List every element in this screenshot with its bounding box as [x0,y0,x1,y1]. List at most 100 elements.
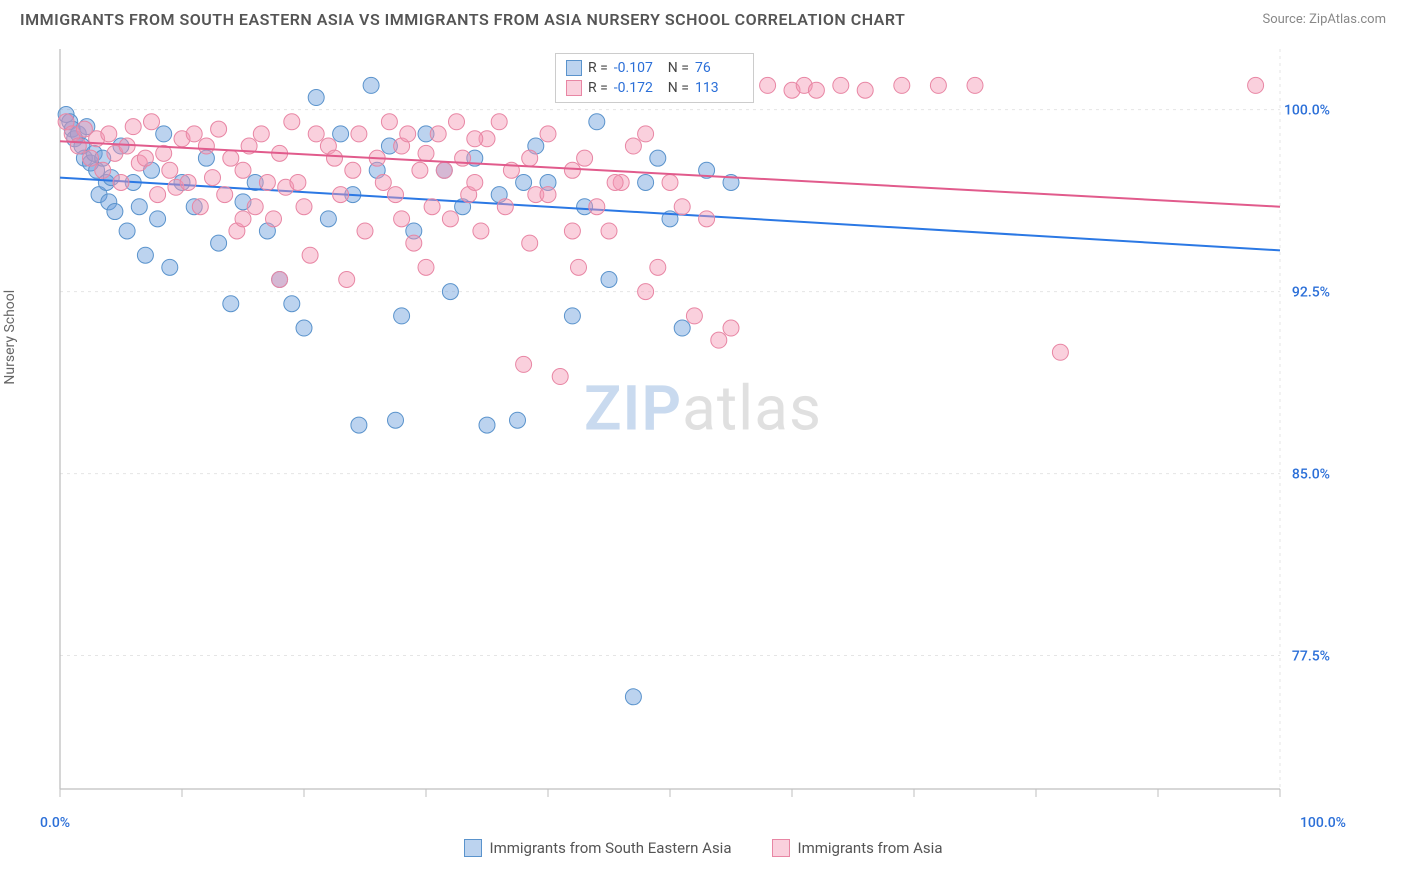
sea-point [363,77,379,93]
asia-point [70,138,86,154]
asia-point [125,119,141,135]
asia-point [589,199,605,215]
header: IMMIGRANTS FROM SOUTH EASTERN ASIA VS IM… [0,0,1406,29]
y-axis-label: Nursery School [2,290,18,385]
sea-point [516,174,532,190]
sea-point [137,247,153,263]
sea-point [388,412,404,428]
asia-point [302,247,318,263]
asia-point [247,199,263,215]
asia-point [137,150,153,166]
asia-point [540,126,556,142]
asia-point [711,332,727,348]
sea-point [131,199,147,215]
sea-point [674,320,690,336]
correlation-stats-box: R =-0.107N =76R =-0.172N =113 [555,53,754,103]
asia-point [217,187,233,203]
stat-r-label: R = [588,80,608,96]
legend-label: Immigrants from Asia [798,839,943,857]
sea-point [156,126,172,142]
stat-r-value: -0.172 [614,80,662,96]
legend-item-sea: Immigrants from South Eastern Asia [464,839,732,857]
sea-point [564,308,580,324]
asia-point [400,126,416,142]
stat-n-label: N = [668,80,689,96]
sea-legend-swatch-icon [464,839,482,857]
legend-label: Immigrants from South Eastern Asia [490,839,732,857]
asia-point [430,126,446,142]
asia-point [284,114,300,130]
asia-point [327,150,343,166]
asia-point [436,162,452,178]
asia-point [607,174,623,190]
asia-point [253,126,269,142]
asia-point [601,223,617,239]
svg-text:77.5%: 77.5% [1292,649,1330,665]
sea-point [625,689,641,705]
sea-point [394,308,410,324]
sea-swatch-icon [566,60,582,76]
asia-point [516,356,532,372]
asia-point [894,77,910,93]
asia-point [388,187,404,203]
asia-point [412,162,428,178]
sea-point [333,126,349,142]
sea-point [211,235,227,251]
asia-point [357,223,373,239]
asia-point [808,82,824,98]
asia-point [205,170,221,186]
source-label: Source: ZipAtlas.com [1262,12,1386,27]
asia-point [699,211,715,227]
asia-point [345,162,361,178]
svg-text:85.0%: 85.0% [1292,467,1330,483]
asia-point [192,199,208,215]
asia-point [638,126,654,142]
asia-point [144,114,160,130]
stat-row-sea: R =-0.107N =76 [566,58,743,78]
sea-point [351,417,367,433]
asia-point [674,199,690,215]
asia-point [662,174,678,190]
asia-point [290,174,306,190]
sea-point [296,320,312,336]
asia-point [266,211,282,227]
asia-point [442,211,458,227]
legend-item-asia: Immigrants from Asia [772,839,943,857]
asia-point [857,82,873,98]
asia-point [577,150,593,166]
asia-point [113,174,129,190]
sea-point [308,90,324,106]
asia-point [686,308,702,324]
asia-point [638,284,654,300]
asia-point [522,235,538,251]
asia-point [83,150,99,166]
sea-point [320,211,336,227]
asia-point [272,271,288,287]
asia-point [150,187,166,203]
asia-point [235,162,251,178]
sea-point [601,271,617,287]
asia-point [467,174,483,190]
x-axis-labels: 0.0% 100.0% [40,815,1346,831]
asia-point [833,77,849,93]
sea-point [650,150,666,166]
sea-point [107,204,123,220]
chart-title: IMMIGRANTS FROM SOUTH EASTERN ASIA VS IM… [20,10,905,29]
sea-point [589,114,605,130]
sea-point [284,296,300,312]
svg-text:100.0%: 100.0% [1284,103,1330,119]
asia-point [351,126,367,142]
asia-point [308,126,324,142]
scatter-chart: 100.0% 92.5% 85.0% 77.5% [20,39,1340,809]
asia-point [467,131,483,147]
asia-legend-swatch-icon [772,839,790,857]
asia-point [95,162,111,178]
stat-r-value: -0.107 [614,60,662,76]
sea-point [119,223,135,239]
sea-point [150,211,166,227]
asia-point [375,174,391,190]
asia-point [967,77,983,93]
asia-point [564,162,580,178]
asia-point [223,150,239,166]
svg-text:92.5%: 92.5% [1292,285,1330,301]
